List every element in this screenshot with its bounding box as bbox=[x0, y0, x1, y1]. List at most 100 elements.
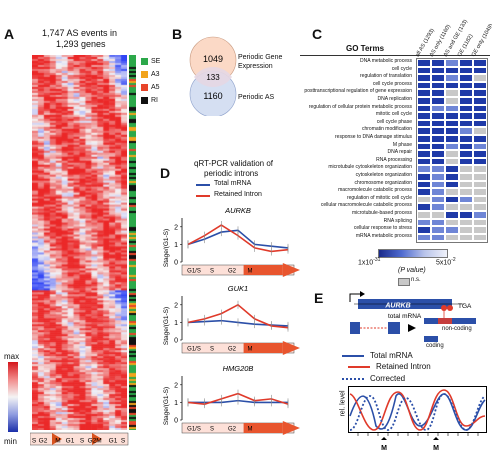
phase-bar-label: G1/S bbox=[187, 347, 201, 353]
go-term-list: DNA metabolic process cell cycle regulatio… bbox=[262, 58, 412, 243]
go-cell bbox=[431, 89, 445, 97]
go-cell bbox=[431, 203, 445, 211]
y-axis-label: Stage/(G1-S) bbox=[163, 307, 170, 345]
go-cell bbox=[473, 211, 487, 219]
go-cell bbox=[431, 81, 445, 90]
phase-label-a: G2 bbox=[88, 438, 97, 445]
go-cell bbox=[445, 150, 459, 158]
go-cell bbox=[445, 218, 459, 227]
a3-swatch bbox=[141, 71, 148, 78]
go-cell bbox=[445, 66, 459, 75]
phase-label-a: G1 bbox=[66, 438, 75, 445]
go-cell bbox=[417, 66, 431, 75]
go-term: DNA metabolic process bbox=[360, 58, 412, 64]
splicing-heatmap bbox=[32, 55, 127, 430]
panel-a-title-2: 1,293 genes bbox=[56, 39, 106, 49]
panel-d-title-1: qRT-PCR validation of bbox=[194, 159, 273, 168]
legend-se: SE bbox=[141, 55, 160, 68]
go-cell bbox=[431, 97, 445, 105]
go-cell bbox=[459, 104, 473, 113]
p-scale-high: 5x10-2 bbox=[436, 257, 456, 266]
go-cell bbox=[445, 89, 459, 97]
legend-a3: A3 bbox=[141, 68, 160, 81]
y-tick-label: 1 bbox=[174, 400, 178, 407]
scale-min-label: min bbox=[4, 437, 17, 446]
panel-e-label: E bbox=[314, 290, 324, 306]
go-cell bbox=[431, 157, 445, 166]
go-cell bbox=[431, 173, 445, 181]
y-tick-label: 1 bbox=[174, 320, 178, 327]
y-tick-label: 2 bbox=[174, 302, 178, 309]
go-cell bbox=[473, 173, 487, 181]
retention-diagram: AURKB total mRNA TGA bbox=[349, 291, 476, 334]
go-cell bbox=[431, 188, 445, 196]
panel-e-legend bbox=[342, 355, 370, 380]
se-swatch bbox=[141, 58, 148, 65]
go-cell bbox=[431, 112, 445, 120]
ri-swatch bbox=[141, 97, 148, 104]
legend-ri-label: RI bbox=[151, 97, 158, 104]
go-cell bbox=[459, 218, 473, 227]
go-term: mRNA metabolic process bbox=[355, 232, 412, 239]
go-column-header: GE only (1049) bbox=[470, 22, 492, 58]
go-cell bbox=[445, 233, 459, 242]
go-cell bbox=[473, 59, 487, 67]
phase-bar-fill bbox=[243, 343, 283, 353]
go-cell bbox=[417, 112, 431, 120]
phase-bar-label: G1/S bbox=[187, 427, 201, 433]
go-term: cell cycle process bbox=[372, 80, 412, 87]
go-cell bbox=[417, 211, 431, 219]
go-cell bbox=[417, 142, 431, 151]
go-cell bbox=[459, 112, 473, 120]
phase-bar-fill bbox=[243, 423, 283, 433]
as-type-legend: SE A3 A5 RI bbox=[141, 55, 160, 107]
go-cell bbox=[417, 188, 431, 196]
phase-bar-label: G2 bbox=[228, 347, 237, 353]
go-cell bbox=[431, 211, 445, 219]
panel-a-title-1: 1,747 AS events in bbox=[42, 28, 118, 38]
phase-bar-a: S G2 M G1 S G2 M G1 S bbox=[30, 432, 129, 446]
phase-bar-fill bbox=[243, 265, 283, 275]
go-cell bbox=[417, 226, 431, 234]
go-cell bbox=[473, 89, 487, 97]
go-cell bbox=[459, 165, 473, 173]
go-term: regulation of mitotic cell cycle bbox=[346, 194, 412, 201]
go-term: posttranscriptional regulation of gene e… bbox=[304, 88, 412, 95]
go-cell bbox=[417, 180, 431, 189]
coding-block bbox=[424, 336, 438, 342]
go-term: DNA repair bbox=[387, 149, 412, 156]
phase-bar-label: S bbox=[210, 347, 214, 353]
go-cell bbox=[473, 188, 487, 196]
go-cell bbox=[473, 180, 487, 189]
go-cell bbox=[445, 203, 459, 211]
go-cell bbox=[445, 173, 459, 181]
legend-retained-intron-d: Retained Intron bbox=[214, 191, 262, 198]
go-cell bbox=[473, 104, 487, 113]
venn-set2-label: Periodic AS bbox=[238, 94, 275, 101]
go-cell bbox=[473, 119, 487, 128]
legend-a3-label: A3 bbox=[151, 71, 160, 78]
panel-c-label: C bbox=[312, 26, 323, 42]
go-cell bbox=[417, 119, 431, 128]
color-scale-bar bbox=[8, 362, 18, 432]
tga-label: TGA bbox=[458, 303, 472, 310]
go-cell bbox=[459, 188, 473, 196]
p-scale-caption: (P value) bbox=[398, 267, 426, 274]
go-term: cell cycle bbox=[391, 65, 412, 72]
go-cell bbox=[431, 104, 445, 113]
go-cell bbox=[473, 226, 487, 234]
go-term: chromatin modification bbox=[361, 126, 412, 133]
venn-top-count: 1049 bbox=[203, 54, 223, 64]
go-column-headers: all AS (1293) AS only (1160) AS and GE (13… bbox=[415, 8, 492, 58]
go-cell bbox=[417, 135, 431, 143]
go-term: cellular response to stress bbox=[353, 225, 412, 232]
y-tick-label: 1 bbox=[174, 242, 178, 249]
go-cell bbox=[431, 226, 445, 234]
go-term: RNA splicing bbox=[383, 217, 412, 224]
go-cell bbox=[459, 135, 473, 143]
chart-title: HMG20B bbox=[223, 364, 254, 373]
go-cell bbox=[445, 180, 459, 189]
go-term: cytoskeleton organization bbox=[355, 172, 412, 178]
phase-bar-label: M bbox=[248, 347, 253, 353]
ns-swatch bbox=[398, 278, 410, 286]
